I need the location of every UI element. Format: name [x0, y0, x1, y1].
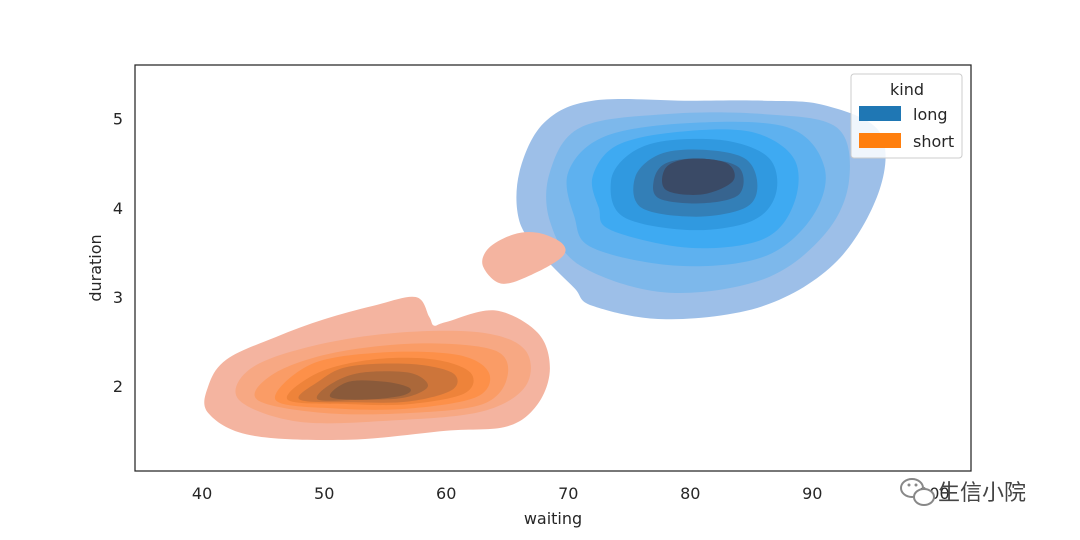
y-axis-ticks: 2 3 4 5 — [113, 110, 123, 397]
y-tick-label: 2 — [113, 377, 123, 396]
legend-label-short: short — [913, 132, 954, 151]
x-tick-label: 80 — [680, 484, 700, 503]
y-tick-label: 4 — [113, 199, 123, 218]
x-axis-label: waiting — [524, 509, 582, 528]
plot-frame — [134, 64, 972, 472]
wechat-icon — [900, 478, 935, 506]
legend-label-long: long — [913, 105, 948, 124]
x-tick-label: 70 — [558, 484, 578, 503]
density-series-short — [204, 232, 566, 441]
contour-short-island-1 — [482, 232, 566, 284]
x-tick-label: 90 — [802, 484, 822, 503]
contour-long-level-8 — [662, 158, 735, 195]
x-tick-label: 50 — [314, 484, 334, 503]
y-tick-label: 3 — [113, 288, 123, 307]
legend-swatch-short — [859, 133, 901, 148]
watermark: 生信小院 — [900, 478, 1026, 506]
watermark-text: 生信小院 — [938, 481, 1026, 506]
contour-short-level-8 — [329, 380, 411, 400]
density-contours — [204, 99, 886, 441]
density-series-long — [516, 99, 886, 320]
legend: kind long short — [850, 73, 963, 159]
x-tick-label: 60 — [436, 484, 456, 503]
x-tick-label: 40 — [192, 484, 212, 503]
y-axis-label: duration — [86, 234, 105, 301]
y-tick-label: 5 — [113, 110, 123, 129]
legend-swatch-long — [859, 106, 901, 121]
legend-title: kind — [890, 80, 924, 99]
